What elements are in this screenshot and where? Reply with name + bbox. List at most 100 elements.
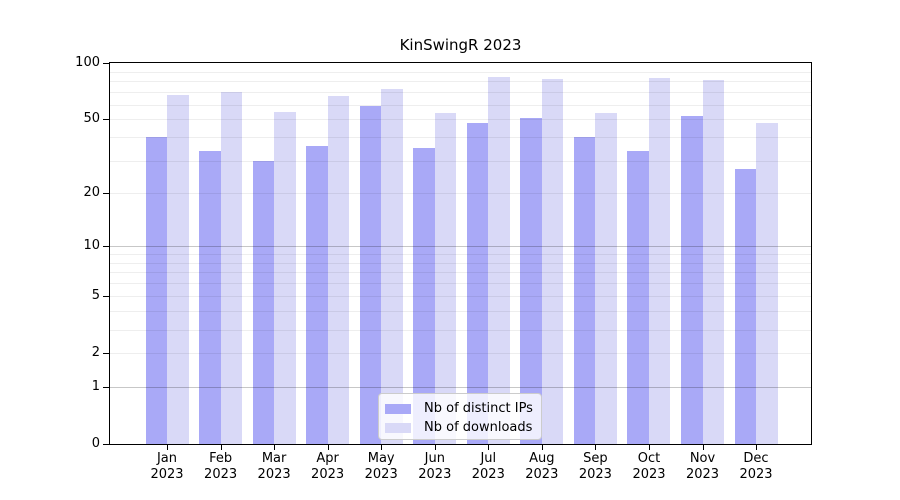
bar-distinct-ips-oct [627, 150, 649, 444]
bar-distinct-ips-mar [252, 160, 275, 444]
x-tick-label-mar: Mar 2023 [244, 451, 304, 483]
x-tick-month: Apr [316, 451, 339, 466]
y-tick-1 [103, 386, 109, 388]
gridline-minor-5 [110, 296, 811, 298]
x-tick-feb [220, 445, 222, 450]
x-tick-may [381, 445, 383, 450]
bar-distinct-ips-jan [145, 137, 167, 444]
y-tick-label-5: 5 [91, 288, 100, 304]
x-tick-month: Nov [689, 451, 716, 466]
legend-label-distinct-ips: Nb of distinct IPs [424, 401, 533, 416]
x-tick-mar [274, 445, 276, 450]
x-tick-jun [434, 445, 436, 450]
legend-entry-distinct-ips: Nb of distinct IPs [385, 399, 533, 418]
bar-downloads-apr [327, 95, 350, 444]
gridline-minor-3 [110, 329, 811, 331]
x-tick-month: Jun [424, 451, 445, 466]
x-tick-apr [327, 445, 329, 450]
y-tick-label-50: 50 [83, 111, 100, 127]
x-tick-year: 2023 [739, 467, 773, 482]
x-tick-year: 2023 [364, 467, 398, 482]
bar-downloads-jun [434, 113, 457, 444]
x-tick-year: 2023 [632, 467, 666, 482]
y-tick-2 [103, 353, 109, 355]
bar-downloads-dec [756, 122, 778, 444]
x-tick-year: 2023 [418, 467, 452, 482]
y-tick-10 [103, 246, 109, 247]
x-tick-month: Mar [261, 451, 287, 466]
gridline-minor-50 [110, 119, 811, 121]
x-tick-label-jan: Jan 2023 [137, 451, 197, 483]
x-tick-year: 2023 [204, 467, 238, 482]
x-tick-sep [595, 445, 597, 450]
gridline-minor-7 [110, 272, 811, 274]
bar-distinct-ips-nov [681, 116, 703, 444]
y-tick-label-10: 10 [83, 238, 100, 253]
gridline-minor-60 [110, 104, 811, 106]
legend-entry-downloads: Nb of downloads [385, 418, 533, 437]
gridline-minor-40 [110, 137, 811, 139]
x-tick-label-jul: Jul 2023 [458, 451, 518, 483]
y-tick-label-1: 1 [91, 378, 100, 394]
x-tick-label-sep: Sep 2023 [565, 451, 625, 483]
x-tick-dec [756, 445, 757, 450]
bar-downloads-jul [488, 77, 510, 444]
x-tick-aug [541, 445, 543, 450]
bar-distinct-ips-jul [466, 122, 489, 444]
x-tick-month: Sep [583, 451, 608, 466]
bar-downloads-oct [648, 78, 671, 444]
gridline-major-10 [110, 246, 811, 247]
x-tick-label-jun: Jun 2023 [405, 451, 465, 483]
y-tick-label-0: 0 [91, 436, 100, 451]
x-tick-label-dec: Dec 2023 [726, 451, 786, 483]
y-tick-50 [103, 119, 109, 121]
bar-downloads-aug [541, 79, 564, 444]
gridline-minor-90 [110, 71, 811, 73]
legend-swatch-downloads [385, 422, 411, 433]
gridline-minor-20 [110, 192, 811, 194]
legend-swatch-distinct-ips [385, 403, 411, 414]
gridline-minor-9 [110, 253, 811, 255]
x-tick-year: 2023 [257, 467, 291, 482]
gridline-major-1 [110, 386, 811, 388]
x-tick-label-may: May 2023 [351, 451, 411, 483]
bar-distinct-ips-may [359, 106, 382, 444]
gridline-minor-2 [110, 353, 811, 355]
x-tick-year: 2023 [525, 467, 559, 482]
x-tick-nov [702, 445, 704, 450]
x-tick-month: Oct [637, 451, 661, 466]
gridline-minor-30 [110, 160, 811, 162]
y-tick-label-2: 2 [91, 345, 100, 361]
bar-downloads-sep [595, 113, 617, 444]
x-tick-month: Feb [209, 451, 233, 466]
plot-area [109, 62, 812, 445]
bar-downloads-jan [167, 94, 189, 444]
bar-distinct-ips-apr [306, 145, 328, 444]
bar-downloads-nov [702, 80, 724, 444]
x-tick-month: May [367, 451, 395, 466]
bar-downloads-mar [274, 111, 296, 444]
y-tick-label-20: 20 [83, 184, 100, 200]
bar-distinct-ips-aug [520, 117, 542, 444]
bar-distinct-ips-feb [199, 150, 221, 444]
x-tick-oct [649, 445, 650, 450]
x-tick-jan [167, 445, 168, 450]
bar-distinct-ips-dec [734, 168, 757, 444]
gridline-minor-6 [110, 283, 811, 285]
bar-downloads-feb [220, 92, 243, 444]
x-tick-month: Aug [529, 451, 555, 466]
x-tick-label-oct: Oct 2023 [619, 451, 679, 483]
x-tick-year: 2023 [150, 467, 184, 482]
plot-layers [110, 63, 811, 444]
gridline-minor-4 [110, 311, 811, 313]
chart-title: KinSwingR 2023 [399, 36, 522, 54]
y-tick-0 [103, 444, 109, 445]
x-tick-label-feb: Feb 2023 [191, 451, 251, 483]
x-tick-year: 2023 [578, 467, 612, 482]
bar-distinct-ips-jun [413, 148, 435, 444]
bar-distinct-ips-sep [573, 137, 596, 444]
x-tick-month: Dec [743, 451, 769, 466]
legend: Nb of distinct IPs Nb of downloads [378, 393, 542, 440]
x-tick-label-apr: Apr 2023 [298, 451, 358, 483]
